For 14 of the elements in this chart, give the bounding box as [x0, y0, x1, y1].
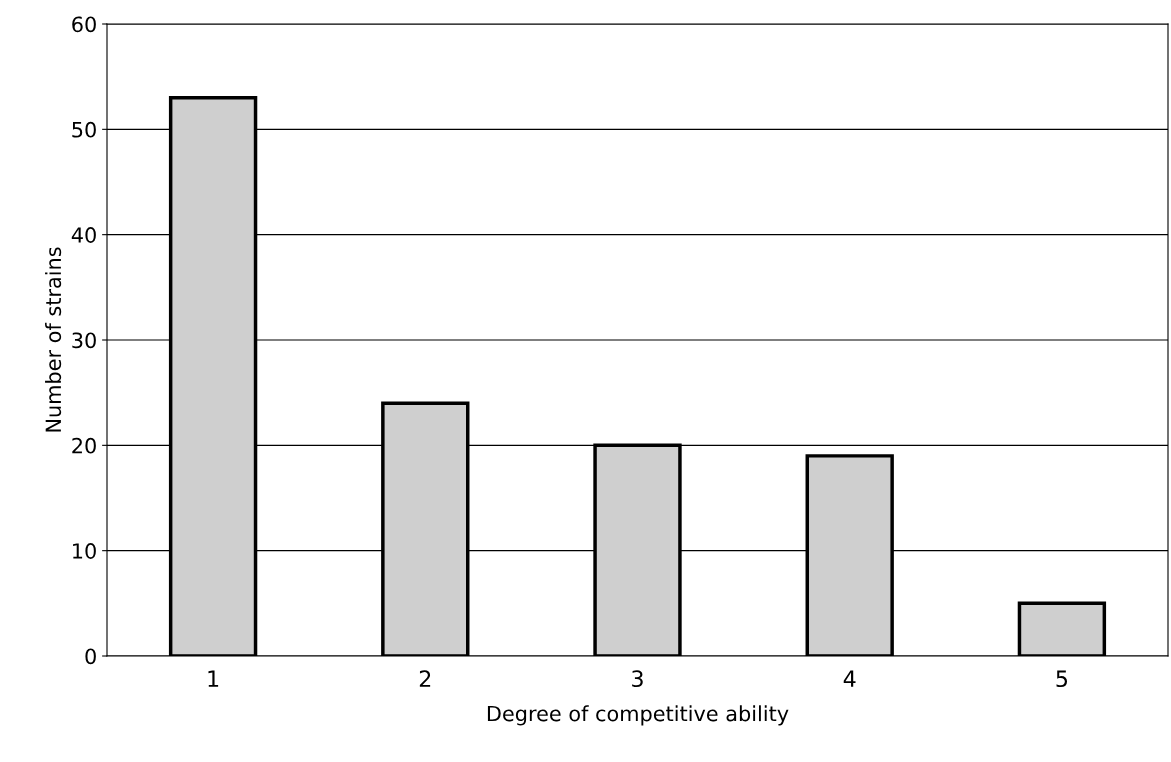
- y-tick-label: 60: [72, 16, 96, 33]
- x-tick-label: 4: [843, 670, 856, 687]
- x-axis-title: Degree of competitive ability: [487, 705, 789, 726]
- x-tick-label: 2: [419, 670, 431, 687]
- y-tick-label: 20: [72, 437, 96, 454]
- y-tick-label: 30: [72, 332, 96, 349]
- y-tick-label: 50: [72, 121, 96, 138]
- y-tick-label: 0: [85, 648, 96, 665]
- x-tick-label: 1: [208, 670, 219, 687]
- y-axis-title: Number of strains: [45, 247, 62, 432]
- x-tick-label: 5: [1056, 670, 1068, 688]
- x-tick-label: 3: [632, 670, 643, 688]
- y-tick-label: 40: [71, 227, 96, 243]
- y-tick-label: 10: [73, 543, 96, 559]
